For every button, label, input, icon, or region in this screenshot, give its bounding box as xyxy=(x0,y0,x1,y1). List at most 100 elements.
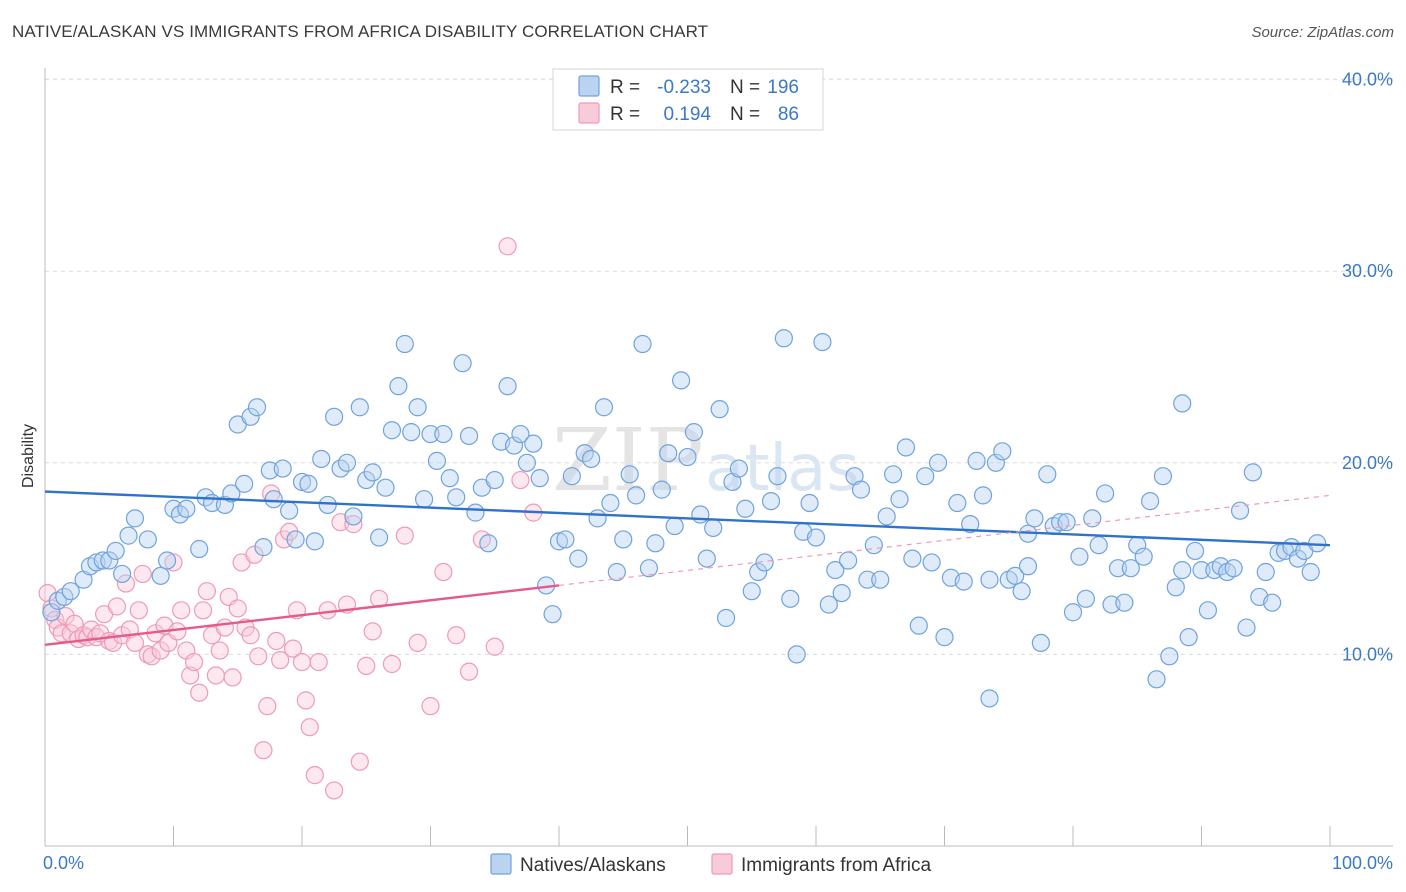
data-point-immigrants xyxy=(206,666,226,685)
data-point-natives xyxy=(1153,467,1173,486)
data-point-immigrants xyxy=(325,781,344,800)
data-point-natives xyxy=(903,549,922,568)
data-point-natives xyxy=(864,536,883,555)
data-point-immigrants xyxy=(228,599,247,618)
data-point-natives xyxy=(1256,562,1275,582)
trend-lines xyxy=(44,490,1331,647)
data-point-natives xyxy=(633,334,652,354)
data-point-natives xyxy=(395,334,414,354)
x-tick-0: 0.0% xyxy=(43,853,84,873)
data-point-natives xyxy=(1108,559,1128,578)
data-point-natives xyxy=(781,589,800,608)
data-point-natives xyxy=(543,605,562,624)
legend-n-value-1: 196 xyxy=(767,77,799,98)
data-point-natives xyxy=(1121,559,1140,578)
data-point-natives xyxy=(601,493,620,513)
data-point-natives xyxy=(305,532,324,551)
data-point-natives xyxy=(93,551,112,570)
trend-line-immigrants xyxy=(44,584,560,647)
data-point-natives xyxy=(1025,509,1044,528)
data-point-natives xyxy=(312,449,331,469)
data-point-natives xyxy=(1243,463,1263,482)
data-point-natives xyxy=(344,507,363,526)
data-point-natives xyxy=(61,582,80,601)
data-point-natives xyxy=(100,551,119,570)
data-point-natives xyxy=(935,628,954,647)
data-point-natives xyxy=(1301,562,1320,582)
data-point-natives xyxy=(851,480,871,499)
data-point-immigrants xyxy=(164,553,183,572)
data-point-natives xyxy=(556,530,575,549)
data-point-natives xyxy=(993,442,1012,461)
data-point-natives xyxy=(1263,593,1282,612)
data-point-natives xyxy=(620,465,639,484)
data-point-natives xyxy=(948,493,967,513)
data-point-immigrants xyxy=(305,766,324,785)
data-point-natives xyxy=(151,566,170,585)
data-point-natives xyxy=(716,608,736,628)
data-point-immigrants xyxy=(267,631,286,651)
data-point-natives xyxy=(749,562,768,582)
data-point-natives xyxy=(1057,513,1076,532)
data-point-natives xyxy=(973,486,993,505)
data-point-immigrants xyxy=(292,652,312,672)
data-point-natives xyxy=(909,616,928,635)
data-point-immigrants xyxy=(193,601,213,620)
data-point-natives xyxy=(106,541,125,561)
data-point-natives xyxy=(1140,492,1160,511)
data-point-natives xyxy=(549,532,569,551)
legend-n-label-1: N = xyxy=(730,77,760,98)
data-point-immigrants xyxy=(421,697,440,716)
legend-swatch-blue xyxy=(578,75,600,97)
data-point-natives xyxy=(1012,582,1031,601)
bottom-legend-immigrants: Immigrants from Africa xyxy=(741,855,931,876)
data-point-immigrants xyxy=(283,639,303,658)
data-point-natives xyxy=(247,398,267,417)
chart-title: NATIVE/ALASKAN VS IMMIGRANTS FROM AFRICA… xyxy=(12,22,709,41)
data-point-natives xyxy=(453,354,472,373)
bottom-legend-natives: Natives/Alaskans xyxy=(520,855,666,876)
data-point-natives xyxy=(736,499,755,518)
data-point-immigrants xyxy=(210,641,229,660)
data-point-natives xyxy=(684,423,704,442)
data-point-natives xyxy=(826,560,845,580)
data-point-natives xyxy=(466,503,485,522)
data-point-natives xyxy=(1134,547,1153,566)
data-point-natives xyxy=(408,398,427,417)
data-point-immigrants xyxy=(133,564,152,584)
data-point-natives xyxy=(678,447,697,467)
data-point-natives xyxy=(292,472,312,492)
data-point-natives xyxy=(1031,633,1050,653)
data-point-natives xyxy=(280,501,299,520)
data-point-natives xyxy=(177,499,196,518)
data-point-immigrants xyxy=(181,666,200,685)
data-point-immigrants xyxy=(151,641,170,660)
legend-n-value-2: 86 xyxy=(778,104,799,125)
data-point-immigrants xyxy=(271,651,290,670)
data-point-natives xyxy=(819,595,838,614)
data-point-natives xyxy=(511,424,530,444)
data-point-natives xyxy=(325,407,344,426)
data-point-natives xyxy=(639,559,659,578)
data-point-natives xyxy=(774,329,793,348)
data-point-natives xyxy=(241,407,260,426)
data-point-natives xyxy=(434,424,453,444)
data-point-natives xyxy=(768,467,787,486)
data-point-immigrants xyxy=(344,515,363,534)
legend-r-label-2: R = xyxy=(610,104,640,125)
data-point-natives xyxy=(1160,647,1179,666)
top-legend: R = -0.233 N = 196 R = 0.194 N = 86 xyxy=(552,68,824,131)
data-point-natives xyxy=(954,572,973,591)
data-point-natives xyxy=(614,530,633,549)
data-point-immigrants xyxy=(116,574,136,593)
data-point-natives xyxy=(986,453,1006,472)
data-point-natives xyxy=(883,465,903,484)
data-point-natives xyxy=(755,553,774,572)
data-point-natives xyxy=(1063,603,1083,622)
legend-n-label-2: N = xyxy=(730,104,760,125)
data-point-natives xyxy=(337,453,357,472)
trend-line-natives xyxy=(44,490,1331,547)
data-point-immigrants xyxy=(107,597,127,616)
y-axis-ticks: 10.0% 20.0% 30.0% 40.0% xyxy=(1342,70,1393,665)
